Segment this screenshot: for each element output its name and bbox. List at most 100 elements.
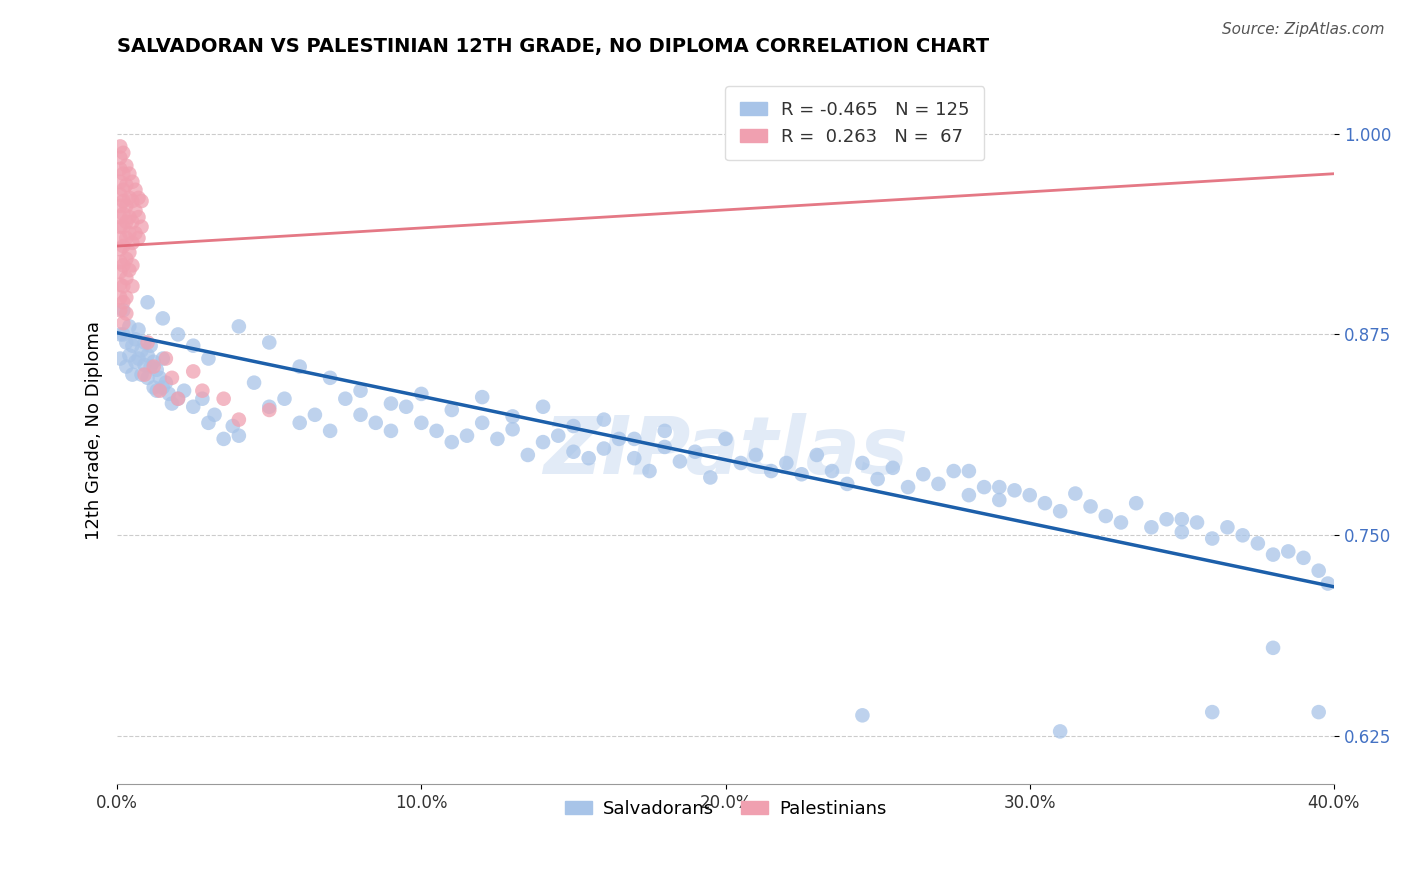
Point bbox=[110, 161, 132, 176]
Point bbox=[592, 412, 614, 426]
Point bbox=[1308, 705, 1330, 719]
Point bbox=[167, 392, 190, 406]
Point bbox=[131, 194, 153, 208]
Point bbox=[456, 428, 478, 442]
Point bbox=[364, 416, 387, 430]
Point bbox=[115, 199, 138, 213]
Point bbox=[142, 380, 165, 394]
Point bbox=[110, 219, 132, 234]
Point bbox=[654, 424, 676, 438]
Point bbox=[115, 215, 138, 229]
Point bbox=[110, 265, 132, 279]
Point bbox=[1247, 536, 1270, 550]
Point bbox=[1049, 724, 1071, 739]
Point bbox=[1171, 525, 1194, 540]
Point bbox=[121, 339, 143, 353]
Point bbox=[118, 245, 141, 260]
Point bbox=[121, 194, 143, 208]
Point bbox=[110, 303, 132, 318]
Point bbox=[115, 359, 138, 374]
Point bbox=[124, 226, 146, 240]
Point bbox=[134, 358, 156, 372]
Point bbox=[145, 363, 167, 377]
Point bbox=[288, 416, 311, 430]
Point bbox=[110, 255, 132, 269]
Point bbox=[121, 175, 143, 189]
Point bbox=[1049, 504, 1071, 518]
Point bbox=[181, 400, 204, 414]
Point bbox=[115, 271, 138, 285]
Point bbox=[112, 183, 135, 197]
Point bbox=[197, 416, 219, 430]
Point bbox=[851, 708, 873, 723]
Point bbox=[714, 432, 737, 446]
Point bbox=[1156, 512, 1178, 526]
Point bbox=[110, 175, 132, 189]
Point bbox=[110, 231, 132, 245]
Point bbox=[110, 327, 132, 342]
Point bbox=[1201, 532, 1223, 546]
Point bbox=[131, 343, 153, 358]
Point bbox=[121, 235, 143, 250]
Point bbox=[118, 210, 141, 224]
Point bbox=[112, 295, 135, 310]
Point bbox=[1171, 512, 1194, 526]
Point bbox=[486, 432, 509, 446]
Point bbox=[654, 440, 676, 454]
Point bbox=[181, 339, 204, 353]
Point bbox=[160, 396, 183, 410]
Point bbox=[131, 219, 153, 234]
Point bbox=[118, 263, 141, 277]
Point bbox=[1140, 520, 1163, 534]
Point bbox=[957, 464, 980, 478]
Point bbox=[426, 424, 449, 438]
Point bbox=[471, 390, 494, 404]
Point bbox=[121, 368, 143, 382]
Point bbox=[1277, 544, 1299, 558]
Point bbox=[110, 242, 132, 256]
Point bbox=[212, 432, 235, 446]
Point bbox=[745, 448, 768, 462]
Point bbox=[897, 480, 920, 494]
Point bbox=[112, 239, 135, 253]
Point bbox=[699, 470, 721, 484]
Point bbox=[136, 295, 159, 310]
Text: ZIPatlas: ZIPatlas bbox=[543, 413, 908, 491]
Point bbox=[319, 424, 342, 438]
Point bbox=[134, 335, 156, 350]
Point bbox=[775, 456, 797, 470]
Point bbox=[547, 428, 569, 442]
Point bbox=[110, 139, 132, 153]
Point bbox=[118, 226, 141, 240]
Point bbox=[110, 290, 132, 304]
Point bbox=[607, 432, 630, 446]
Point bbox=[228, 428, 250, 442]
Point bbox=[942, 464, 965, 478]
Point bbox=[882, 460, 904, 475]
Point bbox=[197, 351, 219, 366]
Point bbox=[212, 392, 235, 406]
Point bbox=[1261, 548, 1284, 562]
Point bbox=[957, 488, 980, 502]
Point bbox=[112, 279, 135, 293]
Point bbox=[136, 371, 159, 385]
Point bbox=[1185, 516, 1208, 530]
Point bbox=[1033, 496, 1056, 510]
Point bbox=[112, 219, 135, 234]
Point bbox=[127, 191, 149, 205]
Point bbox=[112, 194, 135, 208]
Point bbox=[531, 435, 554, 450]
Point bbox=[380, 424, 402, 438]
Point bbox=[204, 408, 226, 422]
Point bbox=[730, 456, 752, 470]
Point bbox=[136, 335, 159, 350]
Point bbox=[131, 368, 153, 382]
Point bbox=[912, 467, 935, 482]
Point bbox=[806, 448, 828, 462]
Point bbox=[1080, 500, 1102, 514]
Point bbox=[304, 408, 326, 422]
Point bbox=[927, 476, 949, 491]
Point bbox=[155, 351, 177, 366]
Point bbox=[380, 396, 402, 410]
Point bbox=[1064, 486, 1087, 500]
